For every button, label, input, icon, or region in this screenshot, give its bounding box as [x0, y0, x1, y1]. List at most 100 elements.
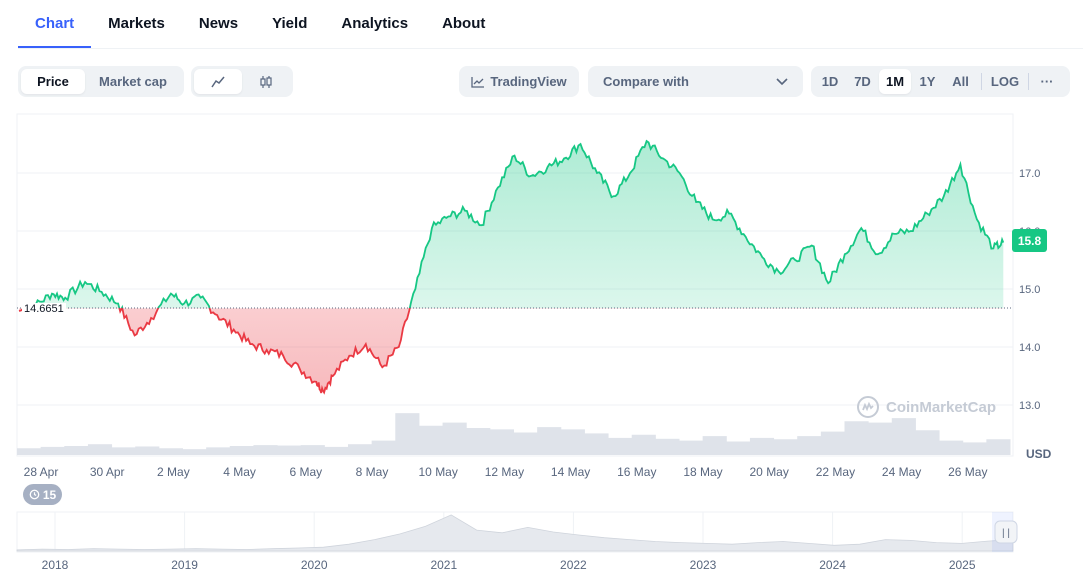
navigator-year-label: 2022 — [560, 558, 587, 572]
x-tick-label: 2 May — [157, 465, 190, 479]
x-tick-label: 18 May — [683, 465, 723, 479]
line-chart-icon — [211, 76, 225, 87]
navigator-year-label: 2020 — [300, 558, 328, 572]
range-1d-button[interactable]: 1D — [821, 74, 839, 89]
price-button[interactable]: Price — [21, 69, 85, 94]
volume-bar — [679, 440, 704, 455]
volume-bar — [726, 441, 751, 455]
volume-bar — [797, 436, 822, 455]
navigator-handle[interactable] — [994, 520, 1018, 544]
x-tick-label: 12 May — [484, 465, 525, 479]
navigator-grip-icon: | | — [1002, 528, 1010, 539]
volume-bar — [206, 447, 231, 455]
navigator-year-label: 2018 — [41, 558, 69, 572]
currency-label: USD — [1026, 447, 1052, 461]
tab-chart[interactable]: Chart — [18, 0, 92, 48]
history-badge-count: 15 — [42, 487, 57, 502]
log-button[interactable]: LOG — [990, 74, 1020, 89]
volume-bar — [891, 418, 916, 455]
tab-yield[interactable]: Yield — [272, 14, 308, 32]
volume-bar — [962, 442, 987, 455]
x-tick-label: 4 May — [223, 465, 256, 479]
price-area-down — [19, 308, 1004, 393]
chevron-down-icon — [776, 77, 788, 85]
tab-news[interactable]: News — [198, 14, 239, 32]
volume-bar — [182, 449, 207, 455]
tab-about[interactable]: About — [442, 14, 486, 32]
history-icon — [29, 489, 40, 500]
volume-bar — [702, 436, 727, 455]
volume-bar — [820, 431, 845, 455]
time-range-toggle: 1D 7D 1M 1Y All LOG ··· — [811, 66, 1070, 97]
metric-toggle: Price Market cap — [18, 66, 184, 97]
x-tick-label: 26 May — [948, 465, 988, 479]
y-tick-label: 13.0 — [1019, 400, 1040, 412]
navigator-year-label: 2021 — [430, 558, 458, 572]
volume-bar — [773, 439, 798, 455]
volume-bar — [253, 445, 278, 455]
compare-label: Compare with — [603, 74, 689, 89]
volume-bar — [395, 413, 420, 455]
volume-bar — [466, 428, 491, 455]
volume-bar — [489, 429, 514, 455]
market-cap-button[interactable]: Market cap — [99, 74, 167, 89]
chart-trend-icon — [471, 76, 485, 88]
divider — [1028, 73, 1029, 90]
tab-analytics[interactable]: Analytics — [341, 14, 409, 32]
range-all-button[interactable]: All — [952, 74, 969, 89]
line-chart-button[interactable] — [194, 69, 242, 94]
x-tick-label: 16 May — [617, 465, 657, 479]
watermark-text: CoinMarketCap — [886, 398, 997, 416]
compare-select[interactable]: Compare with — [588, 66, 803, 97]
volume-bar — [939, 440, 964, 455]
volume-bar — [608, 437, 633, 455]
history-badge[interactable]: 15 — [23, 484, 62, 505]
volume-bar — [17, 448, 42, 455]
volume-bar — [513, 432, 538, 455]
volume-bar — [442, 422, 467, 455]
y-axis: 17.016.015.014.013.0 — [1019, 168, 1040, 412]
y-tick-label: 15.0 — [1019, 284, 1040, 296]
current-price-badge: 15.8 — [1012, 229, 1047, 252]
x-tick-label: 14 May — [550, 465, 591, 479]
navigator-year-label: 2024 — [819, 558, 846, 572]
price-line-up — [22, 139, 1005, 308]
x-tick-label: 28 Apr — [23, 465, 59, 479]
volume-bar — [749, 437, 775, 455]
volume-bar — [560, 429, 585, 455]
volume-bar — [277, 445, 302, 455]
range-1y-button[interactable]: 1Y — [919, 74, 936, 89]
x-tick-label: 24 May — [881, 465, 922, 479]
volume-bar — [64, 446, 89, 455]
tradingview-label: TradingView — [490, 74, 567, 89]
x-tick-label: 6 May — [289, 465, 323, 479]
volume-bar — [915, 430, 940, 455]
volume-bar — [371, 440, 396, 455]
range-7d-button[interactable]: 7D — [854, 74, 871, 89]
volume-bar — [87, 444, 113, 455]
volume-bar — [868, 422, 893, 455]
x-tick-label: 20 May — [749, 465, 789, 479]
range-1m-button[interactable]: 1M — [879, 69, 911, 94]
candle-chart-button[interactable] — [242, 69, 290, 94]
volume-bar — [631, 434, 656, 455]
divider — [981, 73, 982, 90]
volume-bar — [986, 439, 1011, 455]
volume-bar — [158, 448, 183, 455]
candlestick-icon — [260, 75, 272, 88]
volume-bar — [40, 446, 65, 455]
price-chart[interactable]: 17.016.015.014.013.0 | | — [0, 112, 1083, 585]
plot-frame — [16, 113, 1014, 457]
price-area-up — [29, 141, 1004, 308]
x-tick-label: 8 May — [355, 465, 389, 479]
navigator-year-label: 2023 — [689, 558, 717, 572]
tradingview-button[interactable]: TradingView — [459, 66, 579, 97]
x-tick-label: 30 Apr — [89, 465, 125, 479]
navigator-area — [16, 514, 1014, 552]
volume-bars — [17, 413, 1011, 455]
volume-bar — [324, 446, 349, 455]
tab-markets[interactable]: Markets — [108, 14, 165, 32]
volume-bar — [584, 433, 609, 455]
chart-type-toggle — [191, 66, 293, 97]
more-options-button[interactable]: ··· — [1040, 74, 1054, 89]
